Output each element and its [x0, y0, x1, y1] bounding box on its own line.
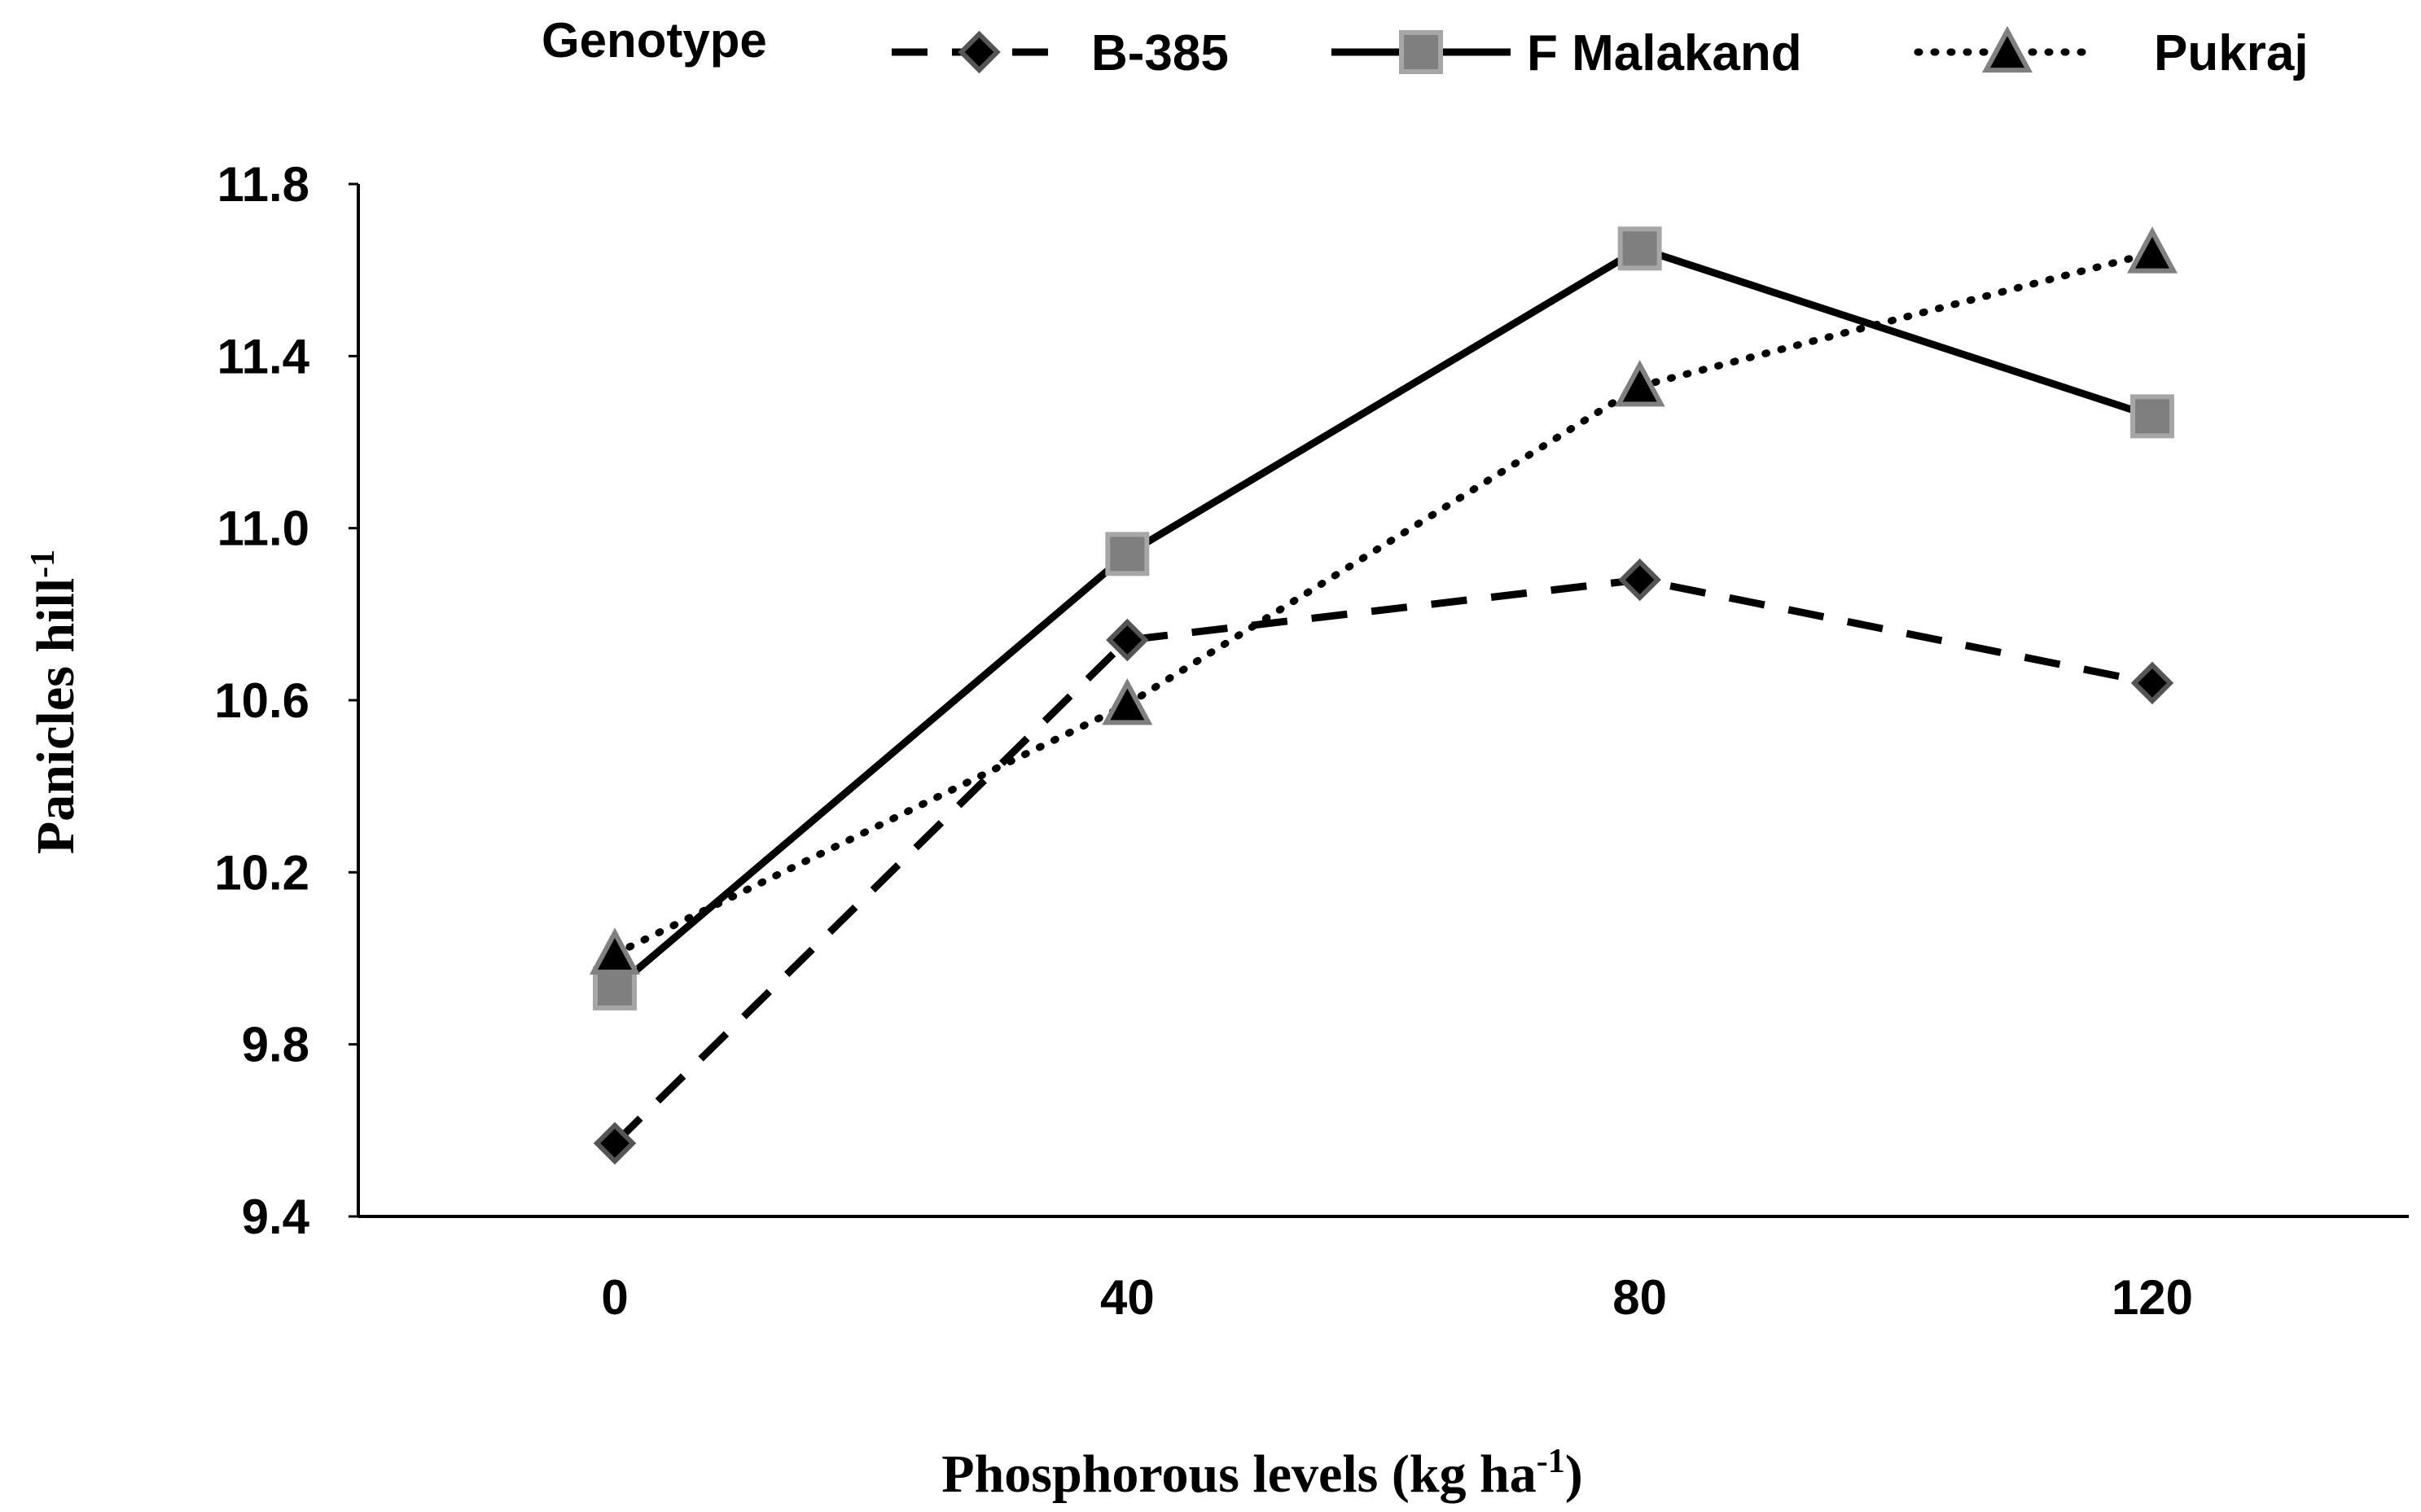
y-axis-title: Panicles hill-1: [24, 550, 86, 854]
data-point-f-malakand: [1617, 226, 1662, 271]
y-tick-label: 9.4: [242, 1190, 310, 1244]
y-tick-label: 10.2: [214, 845, 309, 900]
y-tick-label: 9.8: [242, 1018, 309, 1072]
data-point-pukraj: [2126, 226, 2178, 274]
x-tick-label: 40: [1100, 1270, 1155, 1325]
x-tick-label: 0: [601, 1270, 628, 1325]
legend-marker-pukraj: [1981, 25, 2033, 73]
data-point-f-malakand: [2130, 394, 2174, 439]
data-point-b-385: [1106, 618, 1149, 662]
legend-label-pukraj: Pukraj: [2154, 25, 2309, 81]
y-tick-label: 10.6: [214, 673, 309, 728]
x-axis-title-close: ): [1565, 1444, 1583, 1504]
series-line-pukraj: [611, 249, 2156, 958]
y-axis-title-sup: -1: [24, 550, 62, 578]
x-axis-title-base: Phosphorous levels (kg ha: [941, 1444, 1536, 1504]
legend-marker-b-385: [958, 30, 1001, 74]
x-tick-label: 80: [1612, 1270, 1667, 1325]
legend: Genotype B-385 F Malakand Pukraj: [542, 13, 2309, 81]
y-tick-label: 11.8: [217, 157, 309, 212]
legend-item-pukraj: Pukraj: [1914, 25, 2309, 81]
data-point-pukraj: [1102, 677, 1153, 725]
data-point-f-malakand: [593, 966, 637, 1010]
legend-label-b-385: B-385: [1091, 25, 1229, 81]
y-tick-label: 11.4: [217, 329, 310, 383]
x-axis-title: Phosphorous levels (kg ha-1): [941, 1443, 1582, 1504]
y-tick-label: 11.0: [217, 502, 309, 556]
data-point-pukraj: [589, 927, 641, 975]
data-point-b-385: [593, 1121, 637, 1165]
data-point-pukraj: [1614, 360, 1665, 407]
data-point-b-385: [1618, 558, 1661, 602]
x-tick-label: 120: [2112, 1270, 2193, 1325]
data-point-b-385: [2130, 661, 2174, 705]
y-axis-title-base: Panicles hill: [26, 578, 86, 854]
legend-item-b-385: B-385: [892, 25, 1229, 81]
legend-item-f-malakand: F Malakand: [1331, 25, 1802, 81]
legend-label-f-malakand: F Malakand: [1527, 25, 1802, 81]
legend-title: Genotype: [542, 13, 767, 68]
data-point-f-malakand: [1105, 532, 1150, 576]
x-axis-title-sup: -1: [1537, 1443, 1565, 1480]
series-line-f-malakand: [612, 244, 2154, 992]
legend-marker-f-malakand: [1399, 30, 1443, 74]
series-line-b-385: [612, 576, 2153, 1146]
